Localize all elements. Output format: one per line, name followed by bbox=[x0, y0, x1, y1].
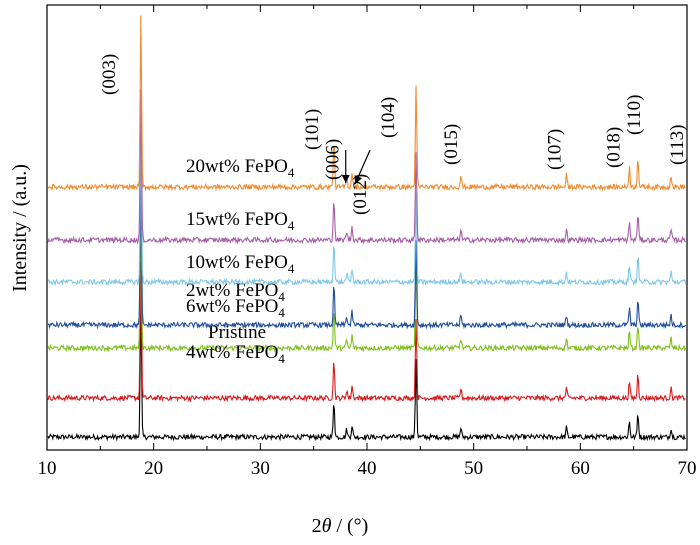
peak-label-2: (006) bbox=[323, 139, 344, 180]
labels-group: (003) (101)(006) (012) (104) (015) (107) (018)… bbox=[99, 54, 688, 215]
x-tick-label-0: 10 bbox=[38, 458, 57, 479]
peak-label-5: (015) bbox=[441, 124, 462, 165]
series-line-2 bbox=[47, 210, 687, 353]
peak-arrow-head-0 bbox=[341, 175, 350, 183]
peak-label-4: (104) bbox=[378, 97, 399, 138]
plot-frame bbox=[46, 4, 688, 451]
series-label-3: 6wt% FePO4 bbox=[186, 296, 285, 320]
peak-label-7: (018) bbox=[603, 127, 624, 168]
peak-label-8: (110) bbox=[624, 95, 645, 135]
peak-label-6: (107) bbox=[545, 129, 566, 170]
series-line-0 bbox=[47, 303, 686, 442]
series-line-4 bbox=[47, 135, 687, 287]
series-line-6 bbox=[47, 15, 686, 192]
x-tick-label-2: 30 bbox=[251, 458, 270, 479]
peak-label-1: (101) bbox=[302, 109, 323, 150]
series-line-1 bbox=[47, 260, 686, 403]
series-label-4: 10wt% FePO4 bbox=[186, 252, 295, 276]
series-label-2: 4wt% FePO4 bbox=[186, 342, 285, 366]
series-group: Pristine 2wt% FePO4 4wt% FePO4 6wt% FePO4 10… bbox=[47, 15, 687, 442]
series-label-6: 20wt% FePO4 bbox=[186, 156, 295, 180]
series-line-5 bbox=[47, 88, 687, 245]
peak-label-9: (113) bbox=[667, 125, 688, 165]
x-tick-label-3: 40 bbox=[358, 458, 377, 479]
x-axis-title: 2θ / (°) bbox=[312, 515, 369, 537]
series-line-3 bbox=[47, 184, 687, 330]
peak-arrow-head-1 bbox=[354, 175, 362, 184]
y-axis-title: Intensity / (a.u.) bbox=[9, 164, 31, 292]
x-tick-label-4: 50 bbox=[464, 458, 483, 479]
x-tick-label-5: 60 bbox=[571, 458, 590, 479]
series-label-0: Pristine bbox=[208, 322, 266, 343]
x-tick-label-6: 70 bbox=[678, 458, 697, 479]
series-label-5: 15wt% FePO4 bbox=[186, 209, 295, 233]
series-label-1: 2wt% FePO4 bbox=[186, 280, 285, 304]
x-tick-label-1: 20 bbox=[144, 458, 163, 479]
ticks-group: 10 20 30 40 50 60 70 bbox=[38, 5, 697, 479]
peak-label-3: (012) bbox=[350, 174, 371, 215]
peak-label-0: (003) bbox=[99, 54, 120, 95]
